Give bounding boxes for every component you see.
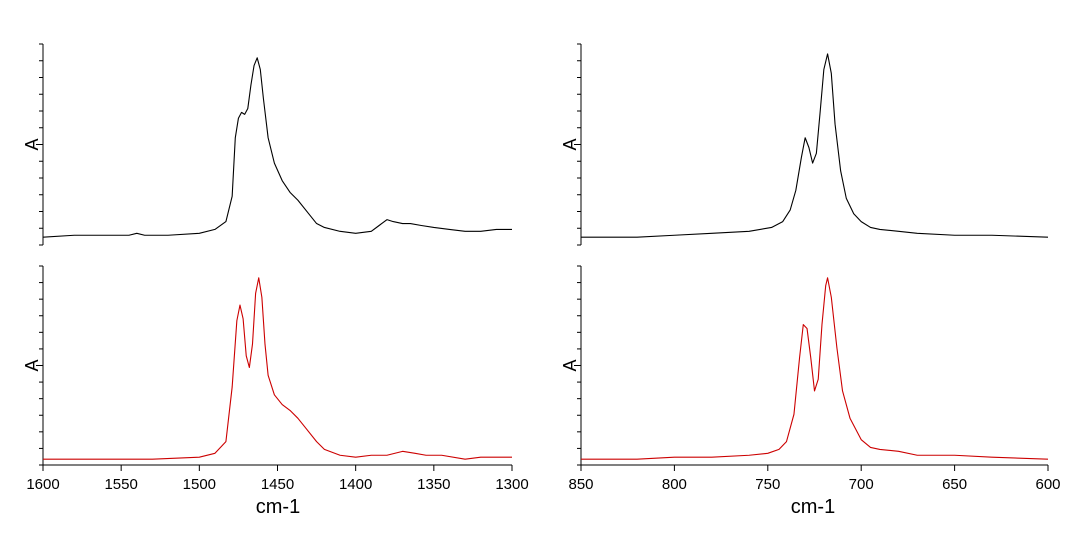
x-tick-label: 1600 bbox=[26, 476, 59, 493]
x-tick-label: 1400 bbox=[339, 476, 372, 493]
x-tick-label: 1550 bbox=[104, 476, 137, 493]
y-axis-label: A bbox=[560, 359, 580, 371]
x-tick-label: 1450 bbox=[261, 476, 294, 493]
x-tick-label: 1300 bbox=[495, 476, 528, 493]
x-axis-label: cm-1 bbox=[256, 496, 300, 518]
y-axis-label: A bbox=[22, 359, 42, 371]
y-axis-label: A bbox=[560, 138, 580, 150]
spectrum-line-0-1 bbox=[43, 277, 512, 460]
x-tick-label: 650 bbox=[942, 476, 967, 493]
x-tick-label: 750 bbox=[755, 476, 780, 493]
y-axis-label: A bbox=[22, 138, 42, 150]
spectrum-line-0-0 bbox=[42, 57, 512, 238]
x-tick-label: 1350 bbox=[417, 476, 450, 493]
x-axis-label: cm-1 bbox=[791, 496, 835, 518]
x-tick-label: 850 bbox=[568, 476, 593, 493]
spectrum-line-1-0 bbox=[581, 53, 1049, 238]
x-tick-label: 1500 bbox=[183, 476, 216, 493]
spectrum-line-1-1 bbox=[581, 277, 1049, 460]
x-tick-label: 800 bbox=[662, 476, 687, 493]
x-tick-label: 700 bbox=[849, 476, 874, 493]
x-tick-label: 600 bbox=[1035, 476, 1060, 493]
